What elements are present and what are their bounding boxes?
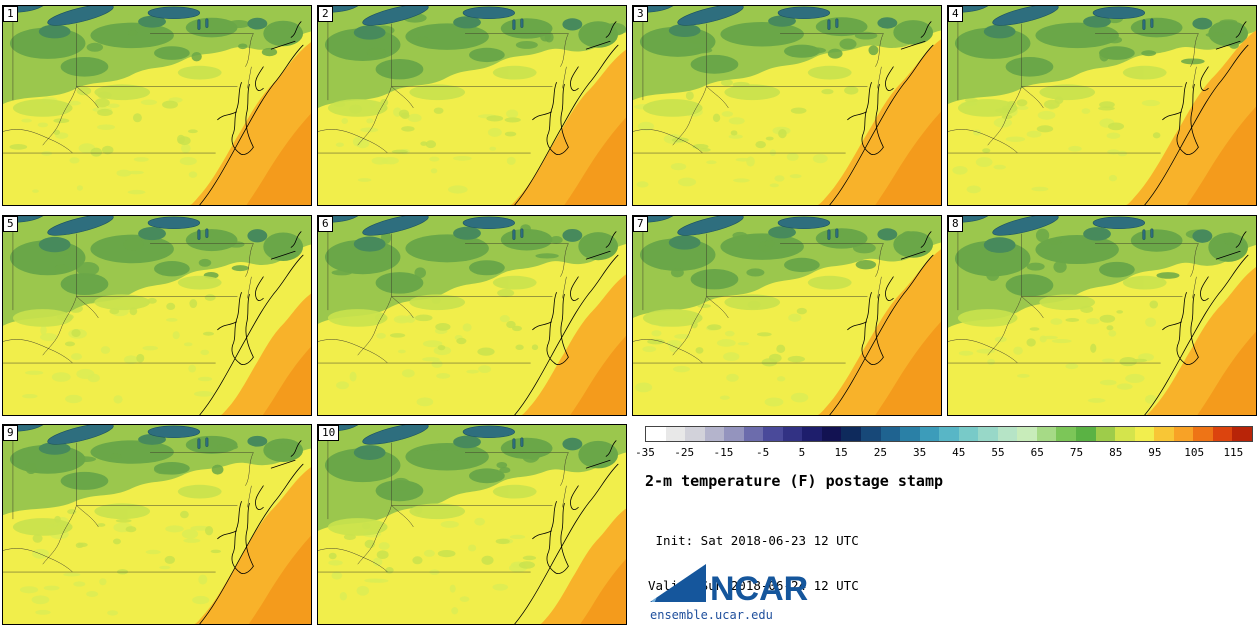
colorbar-segment	[1076, 427, 1096, 441]
colorbar-segment	[880, 427, 901, 441]
member-number-label: 8	[948, 216, 963, 232]
colorbar-tick-label: 25	[873, 446, 887, 459]
colorbar-tick-label: -15	[713, 446, 734, 459]
colorbar-segment	[743, 427, 764, 441]
colorbar-tick-label: 95	[1148, 446, 1162, 459]
colorbar-tick-label: 65	[1030, 446, 1044, 459]
plot-title: 2-m temperature (F) postage stamp	[645, 472, 944, 490]
ensemble-member-panel: 7	[632, 215, 942, 416]
colorbar-segment	[861, 427, 881, 441]
member-number-label: 6	[318, 216, 333, 232]
ensemble-member-panel: 6	[317, 215, 627, 416]
colorbar-segment	[1154, 427, 1174, 441]
colorbar-segment	[1134, 427, 1155, 441]
colorbar-tick-label: 115	[1223, 446, 1244, 459]
colorbar-tick-label: -5	[756, 446, 770, 459]
ensemble-member-panel: 4	[947, 5, 1257, 206]
init-time: Init: Sat 2018-06-23 12 UTC	[648, 533, 859, 548]
colorbar-segment	[1017, 427, 1037, 441]
colorbar-segment	[1193, 427, 1213, 441]
ensemble-member-panel: 2	[317, 5, 627, 206]
colorbar-tick-labels: -35 -25 -15 -5 5 15 25 35 45 55 65 75 85 95 105 115	[635, 446, 1253, 459]
ncar-logo-text: NCAR	[710, 570, 808, 606]
colorbar-tick-label: 45	[952, 446, 966, 459]
colorbar-tick-label: -35	[635, 446, 655, 459]
member-number-label: 4	[948, 6, 963, 22]
colorbar-segment	[763, 427, 783, 441]
ensemble-member-panel: 8	[947, 215, 1257, 416]
colorbar-segment	[704, 427, 725, 441]
colorbar-segment	[821, 427, 842, 441]
temperature-map	[948, 216, 1256, 415]
colorbar-tick-label: 75	[1069, 446, 1084, 459]
temperature-map	[3, 216, 311, 415]
colorbar-segment	[1115, 427, 1135, 441]
colorbar-segment	[1173, 427, 1194, 441]
temperature-map	[633, 216, 941, 415]
member-number-label: 9	[3, 425, 18, 441]
colorbar-segment	[997, 427, 1018, 441]
ensemble-member-panel: 10	[317, 424, 627, 625]
temperature-map	[318, 216, 626, 415]
temperature-map	[3, 425, 311, 624]
colorbar-segment	[841, 427, 862, 441]
colorbar-segment	[978, 427, 998, 441]
colorbar-tick-label: 55	[991, 446, 1005, 459]
colorbar-tick-label: 85	[1109, 446, 1123, 459]
colorbar-segment	[1056, 427, 1077, 441]
colorbar-tick-label: 105	[1184, 446, 1205, 459]
colorbar-segment	[919, 427, 940, 441]
ensemble-member-panel: 9	[2, 424, 312, 625]
member-number-label: 2	[318, 6, 333, 22]
member-number-label: 5	[3, 216, 18, 232]
member-number-label: 10	[318, 425, 340, 441]
ensemble-member-panel: 3	[632, 5, 942, 206]
colorbar-tick-label: -25	[674, 446, 695, 459]
member-number-label: 7	[633, 216, 648, 232]
colorbar-segment	[1095, 427, 1116, 441]
colorbar-segment	[900, 427, 920, 441]
temperature-map	[318, 6, 626, 205]
colorbar-segment	[782, 427, 803, 441]
ensemble-member-panel: 1	[2, 5, 312, 206]
colorbar-segment	[939, 427, 959, 441]
member-number-label: 3	[633, 6, 648, 22]
colorbar-segment	[1212, 427, 1233, 441]
temperature-colorbar	[645, 426, 1253, 442]
temperature-map	[948, 6, 1256, 205]
ncar-logo: NCAR	[648, 560, 808, 610]
temperature-map	[3, 6, 311, 205]
temperature-map	[318, 425, 626, 624]
colorbar-segment	[1036, 427, 1057, 441]
colorbar-tick-label: 35	[912, 446, 927, 459]
colorbar-segment	[646, 427, 666, 441]
colorbar-segment	[802, 427, 822, 441]
temperature-map	[633, 6, 941, 205]
ensemble-member-panel: 5	[2, 215, 312, 416]
site-url: ensemble.ucar.edu	[650, 608, 773, 622]
colorbar-segment	[1232, 427, 1252, 441]
colorbar-segment	[724, 427, 744, 441]
colorbar-tick-label: 15	[834, 446, 848, 459]
colorbar-segment	[958, 427, 979, 441]
colorbar-segment	[685, 427, 705, 441]
ncar-logo-triangle	[650, 564, 706, 602]
colorbar-segment	[665, 427, 686, 441]
colorbar-tick-label: 5	[798, 446, 806, 459]
member-number-label: 1	[3, 6, 18, 22]
